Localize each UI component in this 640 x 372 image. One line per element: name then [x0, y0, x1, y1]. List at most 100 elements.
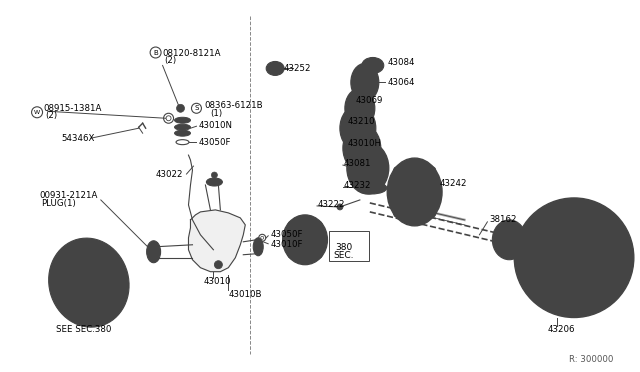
Ellipse shape — [266, 61, 284, 76]
Ellipse shape — [68, 250, 119, 305]
Ellipse shape — [175, 117, 191, 123]
Circle shape — [371, 160, 376, 165]
Text: 43069: 43069 — [356, 96, 383, 105]
Circle shape — [316, 221, 322, 227]
Circle shape — [548, 254, 556, 261]
Ellipse shape — [351, 96, 369, 120]
Ellipse shape — [147, 241, 161, 263]
Circle shape — [498, 248, 502, 254]
Ellipse shape — [291, 224, 319, 256]
Text: 380: 380 — [335, 243, 352, 252]
Circle shape — [371, 132, 376, 137]
Circle shape — [211, 172, 218, 178]
Ellipse shape — [175, 124, 191, 130]
Circle shape — [155, 258, 157, 261]
Ellipse shape — [49, 238, 129, 327]
Text: 43252: 43252 — [283, 64, 310, 73]
Ellipse shape — [397, 171, 431, 213]
Circle shape — [348, 132, 353, 137]
Ellipse shape — [406, 182, 422, 202]
Ellipse shape — [351, 64, 379, 101]
Text: (2): (2) — [45, 111, 57, 120]
Circle shape — [77, 243, 83, 249]
Text: 43232: 43232 — [344, 180, 371, 189]
Circle shape — [95, 316, 100, 322]
Text: (2): (2) — [164, 56, 177, 65]
Text: 54346X: 54346X — [61, 134, 94, 143]
Text: 43081: 43081 — [344, 158, 371, 167]
Circle shape — [429, 210, 436, 217]
Ellipse shape — [340, 105, 376, 151]
Text: SEE SEC.380: SEE SEC.380 — [56, 325, 111, 334]
Ellipse shape — [283, 215, 328, 265]
Circle shape — [582, 273, 589, 280]
Circle shape — [604, 236, 610, 242]
Text: 43206: 43206 — [547, 325, 575, 334]
Ellipse shape — [207, 178, 222, 186]
Circle shape — [498, 226, 502, 231]
Circle shape — [582, 235, 589, 242]
FancyBboxPatch shape — [329, 231, 369, 261]
Ellipse shape — [351, 134, 373, 162]
Circle shape — [337, 204, 343, 210]
Ellipse shape — [345, 89, 375, 128]
Circle shape — [604, 274, 610, 280]
Ellipse shape — [357, 182, 387, 194]
Text: 43050F: 43050F — [270, 230, 303, 239]
Text: 43242: 43242 — [440, 179, 467, 187]
Circle shape — [288, 221, 294, 227]
Text: 08915-1381A: 08915-1381A — [43, 104, 101, 113]
Ellipse shape — [347, 142, 388, 194]
Text: 43010F: 43010F — [270, 240, 303, 249]
Circle shape — [528, 212, 620, 304]
Text: S: S — [195, 105, 198, 111]
Circle shape — [538, 274, 544, 280]
Ellipse shape — [500, 229, 518, 251]
Circle shape — [147, 250, 150, 253]
Text: 43064: 43064 — [388, 78, 415, 87]
Ellipse shape — [357, 71, 373, 93]
Circle shape — [559, 273, 566, 280]
Circle shape — [316, 252, 322, 258]
Circle shape — [155, 243, 157, 246]
Circle shape — [429, 167, 436, 174]
Circle shape — [348, 160, 353, 165]
Text: 08120-8121A: 08120-8121A — [163, 49, 221, 58]
Ellipse shape — [271, 65, 280, 72]
Ellipse shape — [367, 61, 378, 70]
Ellipse shape — [175, 130, 191, 136]
Text: 43084: 43084 — [388, 58, 415, 67]
Text: 43022: 43022 — [156, 170, 183, 179]
Circle shape — [515, 198, 634, 318]
Text: (1): (1) — [211, 109, 223, 118]
Ellipse shape — [492, 220, 526, 260]
Text: 43010B: 43010B — [228, 290, 262, 299]
Circle shape — [516, 248, 521, 254]
Text: B: B — [153, 49, 158, 55]
Text: 08363-6121B: 08363-6121B — [204, 101, 263, 110]
Circle shape — [571, 293, 577, 299]
Circle shape — [538, 236, 544, 242]
Text: W: W — [34, 110, 40, 115]
Circle shape — [559, 235, 566, 242]
Ellipse shape — [348, 115, 368, 141]
Circle shape — [118, 289, 125, 295]
Ellipse shape — [356, 153, 380, 183]
Text: SEC.: SEC. — [333, 251, 353, 260]
Text: 43222: 43222 — [318, 201, 346, 209]
Ellipse shape — [363, 185, 381, 192]
Ellipse shape — [343, 124, 381, 172]
Ellipse shape — [362, 58, 384, 73]
Circle shape — [62, 307, 68, 312]
Circle shape — [593, 254, 600, 261]
Text: 43010H: 43010H — [348, 139, 382, 148]
Circle shape — [288, 252, 294, 258]
Circle shape — [214, 261, 222, 269]
Circle shape — [544, 228, 604, 288]
Circle shape — [516, 226, 521, 231]
Circle shape — [571, 217, 577, 223]
Text: 43050F: 43050F — [198, 138, 231, 147]
Text: PLUG(1): PLUG(1) — [41, 199, 76, 208]
Ellipse shape — [387, 158, 442, 226]
Text: 43010N: 43010N — [198, 121, 232, 130]
